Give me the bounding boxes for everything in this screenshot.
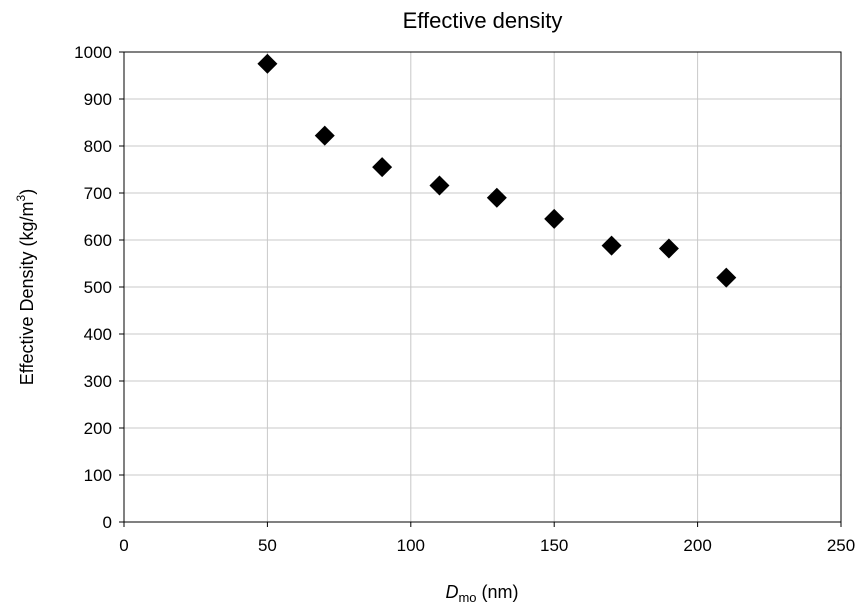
y-tick-label: 1000 [74,43,112,62]
data-point-marker [544,208,565,229]
data-point-marker [314,125,335,146]
x-tick-label: 250 [827,536,855,555]
data-point-marker [716,267,737,288]
data-markers [257,53,737,288]
y-axis-title: Effective Density (kg/m3) [14,189,37,385]
x-tick-label: 50 [258,536,277,555]
y-tick-label: 600 [84,231,112,250]
data-point-marker [372,157,393,178]
x-tick-label: 0 [119,536,128,555]
y-tick-label: 100 [84,466,112,485]
y-tick-label: 400 [84,325,112,344]
y-tick-label: 500 [84,278,112,297]
gridlines [124,52,841,522]
x-tick-label: 100 [397,536,425,555]
y-tick-label: 800 [84,137,112,156]
y-tick-label: 700 [84,184,112,203]
axis-ticks: 0 100 200 300 400 500 600 700 800 900 1000 0 50 100 15… [74,43,855,555]
x-tick-label: 200 [683,536,711,555]
y-tick-label: 300 [84,372,112,391]
chart-title: Effective density [402,8,563,33]
x-tick-label: 150 [540,536,568,555]
y-tick-label: 200 [84,419,112,438]
y-tick-label: 900 [84,90,112,109]
data-point-marker [658,238,679,259]
data-point-marker [257,53,278,74]
y-tick-label: 0 [103,513,112,532]
x-axis-title: Dmo (nm) [445,582,518,605]
data-point-marker [601,235,622,256]
data-point-marker [429,175,450,196]
data-point-marker [486,187,507,208]
